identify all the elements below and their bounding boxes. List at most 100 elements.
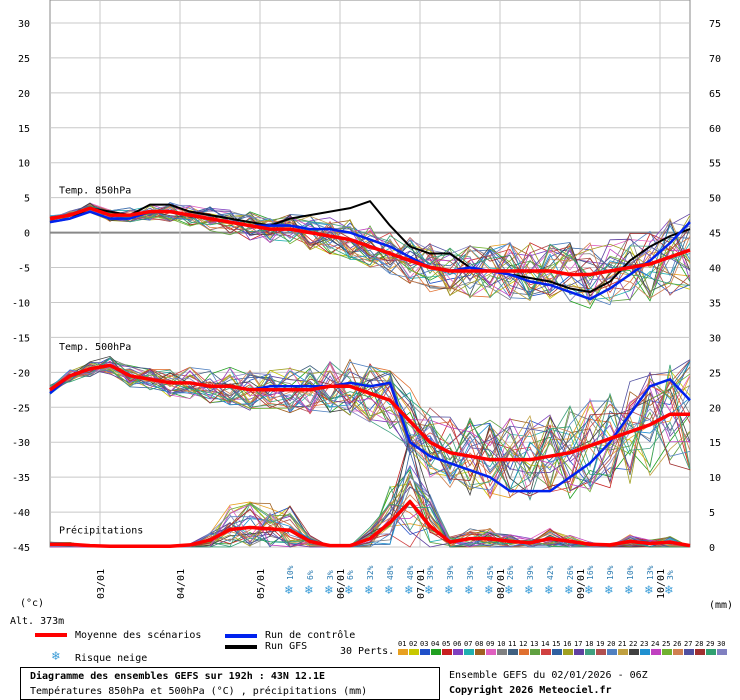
pert-legend-swatch: [695, 649, 705, 655]
pert-legend-swatch: [398, 649, 408, 655]
pert-line-500: [49, 359, 691, 492]
pert-legend-label: 07: [464, 640, 472, 648]
legend-perts: 30 Perts.: [340, 646, 395, 657]
pert-legend-swatch: [618, 649, 628, 655]
ylabel-right: (mm): [709, 600, 734, 611]
pert-legend-label: 13: [530, 640, 538, 648]
pert-legend-swatch: [585, 649, 595, 655]
pert-line-850: [49, 204, 691, 302]
y-tick-label-right: 0: [709, 543, 715, 554]
pert-line-500: [49, 360, 691, 484]
pert-legend-label: 02: [409, 640, 417, 648]
snowflake-icon: ❄: [344, 583, 353, 598]
legend-mean: Moyenne des scénarios: [75, 630, 202, 641]
pert-legend-swatch: [420, 649, 430, 655]
legend-mean-swatch: [35, 633, 67, 637]
pert-legend-swatch: [541, 649, 551, 655]
snowflake-icon: ❄: [324, 583, 333, 598]
snow-risk-pct: 39%: [426, 565, 435, 580]
snowflake-icon: ❄: [384, 583, 393, 598]
pert-line-850: [49, 204, 691, 301]
pert-legend-swatch: [431, 649, 441, 655]
pert-legend-swatch: [530, 649, 540, 655]
pert-legend-swatch: [596, 649, 606, 655]
y-tick-label-left: 20: [18, 89, 30, 100]
snowflake-icon: ❄: [624, 583, 633, 598]
pert-legend-label: 11: [508, 640, 516, 648]
pert-legend-label: 29: [706, 640, 714, 648]
pert-legend-label: 08: [475, 640, 483, 648]
pert-legend-swatch: [464, 649, 474, 655]
y-tick-label-left: -45: [12, 543, 30, 554]
pert-legend-swatch: [475, 649, 485, 655]
y-tick-label-right: 60: [709, 124, 721, 135]
snow-risk-pct: 16%: [586, 565, 595, 580]
snow-risk-pct: 39%: [526, 565, 535, 580]
snow-risk-pct: 48%: [406, 565, 415, 580]
pert-legend-label: 27: [684, 640, 692, 648]
y-tick-label-left: -5: [18, 264, 30, 275]
y-tick-label-right: 75: [709, 19, 721, 30]
pert-legend-label: 05: [442, 640, 450, 648]
mean-line-precip: [50, 499, 691, 549]
snowflake-icon: ❄: [364, 583, 373, 598]
snowflake-icon: ❄: [564, 583, 573, 598]
mean-line-850: [49, 206, 691, 277]
x-tick-label: 03/01: [96, 569, 107, 599]
snow-risk-pct: 48%: [386, 565, 395, 580]
x-tick-label: 08/01: [496, 569, 507, 599]
x-tick-label: 04/01: [176, 569, 187, 599]
pert-legend-swatch: [673, 649, 683, 655]
pert-legend-swatch: [519, 649, 529, 655]
chart-title: Diagramme des ensembles GEFS sur 192h : …: [30, 671, 326, 682]
pert-line-500: [49, 357, 691, 490]
panel-label-500: Temp. 500hPa: [59, 342, 131, 353]
y-tick-label-right: 70: [709, 54, 721, 65]
x-tick-label: 09/01: [576, 569, 587, 599]
pert-legend-label: 03: [420, 640, 428, 648]
pert-legend-swatch: [717, 649, 727, 655]
legend-control-swatch: [225, 634, 257, 638]
y-tick-label-right: 10: [709, 473, 721, 484]
y-tick-label-left: 25: [18, 54, 30, 65]
y-tick-label-right: 45: [709, 229, 721, 240]
y-tick-label-right: 25: [709, 368, 721, 379]
y-axis-left: 30 25 20 15 10 5 0 -5 -10 -15 -20 -25 -30 -35 -40 -45: [12, 19, 30, 554]
pert-legend-swatch: [453, 649, 463, 655]
snow-risk-pct: 32%: [366, 565, 375, 580]
y-tick-label-left: -40: [12, 508, 30, 519]
chart-subtitle: Températures 850hPa et 500hPa (°C) , pré…: [30, 686, 368, 697]
y-tick-label-right: 15: [709, 438, 721, 449]
pert-line-precip: [49, 474, 691, 548]
pert-legend-label: 28: [695, 640, 703, 648]
panel-label-850: Temp. 850hPa: [59, 185, 131, 196]
y-tick-label-right: 5: [709, 508, 715, 519]
pert-legend-swatch: [442, 649, 452, 655]
pert-legend-label: 06: [453, 640, 461, 648]
snow-risk-pct: 26%: [506, 565, 515, 580]
pert-legend-label: 21: [618, 640, 626, 648]
pert-legend-swatch: [607, 649, 617, 655]
mean-line-500: [48, 363, 690, 462]
y-tick-label-left: -30: [12, 438, 30, 449]
snow-risk-pct: 6%: [346, 570, 355, 580]
snowflake-icon: ❄: [584, 583, 593, 598]
snow-risk-pct: 6%: [306, 570, 315, 580]
pert-legend-label: 10: [497, 640, 505, 648]
pert-legend-swatch: [486, 649, 496, 655]
pert-line-850: [49, 206, 691, 297]
legend-gfs: Run GFS: [265, 641, 308, 652]
snowflake-icon: ❄: [284, 583, 293, 598]
snowflake-icon: ❄: [464, 583, 473, 598]
pert-line-500: [49, 363, 691, 499]
pert-line-850: [49, 203, 691, 296]
legend-gfs-swatch: [225, 645, 257, 649]
pert-line-precip: [49, 503, 690, 548]
pert-legend-swatch: [684, 649, 694, 655]
pert-legend-swatch: [574, 649, 584, 655]
y-tick-label-left: 10: [18, 159, 30, 170]
snow-risk-pct: 39%: [446, 565, 455, 580]
snowflake-icon: ❄: [544, 583, 553, 598]
y-tick-label-right: 65: [709, 89, 721, 100]
